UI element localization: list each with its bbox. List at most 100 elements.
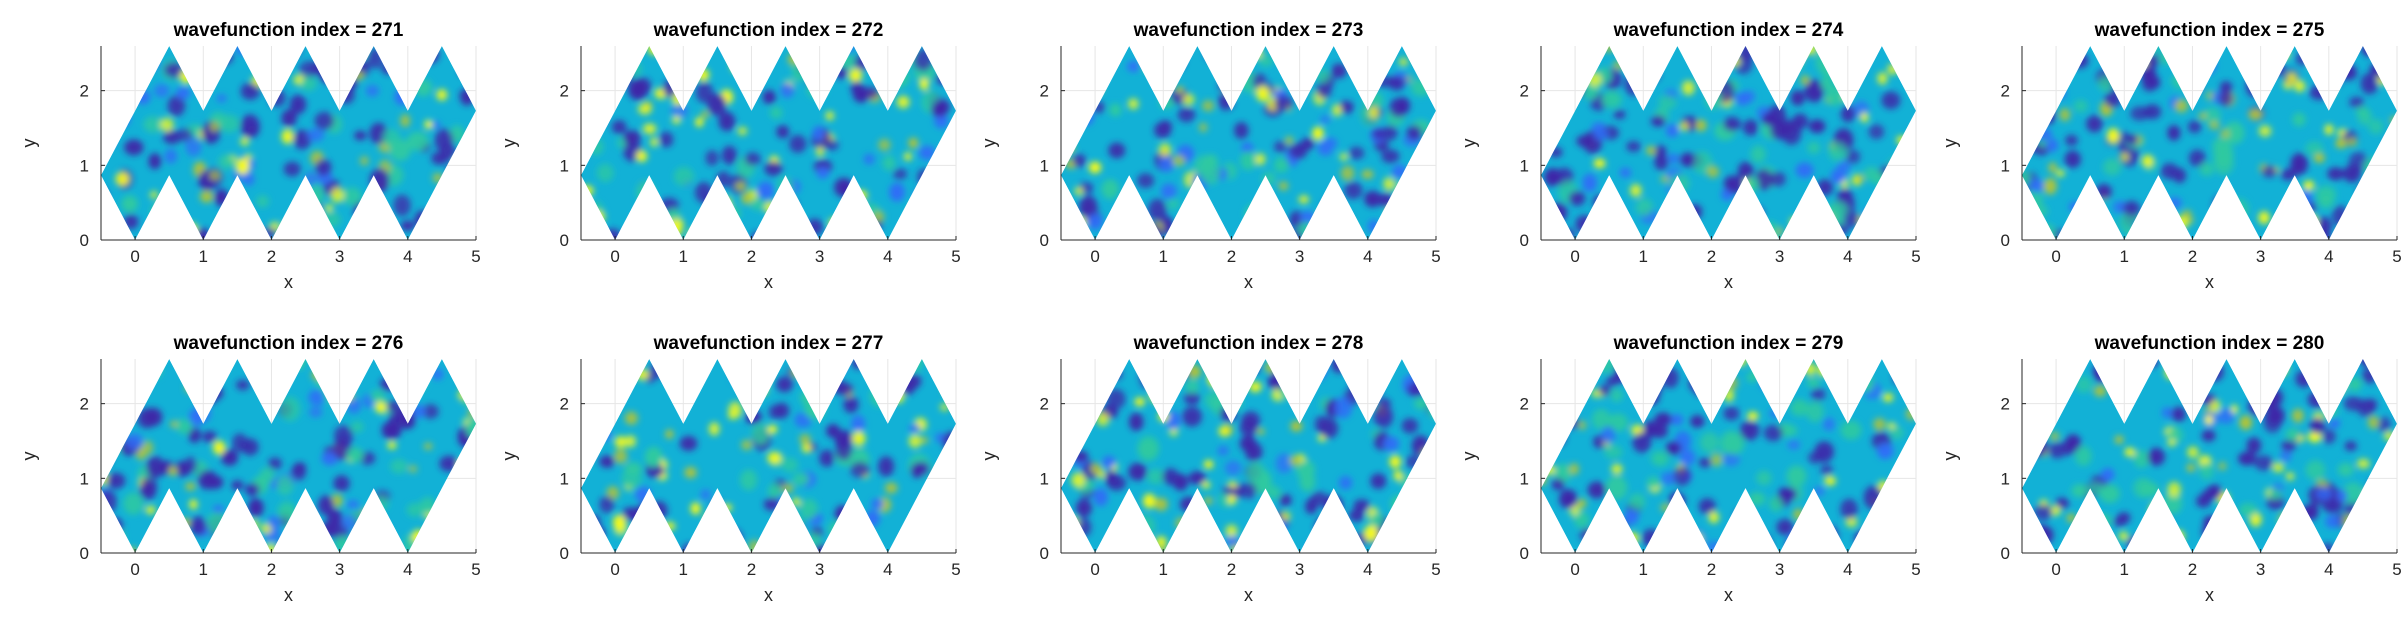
x-tick-label: 0 [130, 560, 139, 579]
x-axis-label: x [1244, 272, 1253, 292]
x-tick-label: 5 [2392, 247, 2401, 266]
x-tick-label: 1 [1159, 247, 1168, 266]
y-tick-label: 1 [1520, 156, 1529, 175]
x-tick-label: 0 [130, 247, 139, 266]
subplot-title: wavefunction index = 272 [653, 20, 884, 41]
x-tick-label: 4 [883, 247, 892, 266]
x-tick-label: 1 [679, 247, 688, 266]
y-tick-label: 2 [1040, 395, 1049, 414]
y-tick-label: 1 [2001, 469, 2010, 488]
y-axis-label: y [1459, 452, 1479, 461]
x-tick-label: 4 [883, 560, 892, 579]
y-tick-label: 1 [80, 156, 89, 175]
x-tick-label: 3 [2256, 247, 2265, 266]
wavefunction-heatmap [1061, 46, 1436, 240]
y-tick-label: 0 [1520, 544, 1529, 563]
y-tick-label: 2 [560, 82, 569, 101]
x-tick-label: 0 [1090, 247, 1099, 266]
x-tick-label: 3 [815, 560, 824, 579]
x-tick-label: 1 [2120, 560, 2129, 579]
y-axis-label: y [1940, 139, 1960, 148]
x-tick-label: 5 [1911, 560, 1920, 579]
subplot-title: wavefunction index = 274 [1613, 20, 1844, 41]
x-axis-label: x [2205, 272, 2214, 292]
y-axis-label: y [499, 139, 519, 148]
y-tick-label: 2 [1520, 82, 1529, 101]
y-axis-label: y [979, 452, 999, 461]
y-tick-label: 0 [560, 231, 569, 250]
y-tick-label: 2 [1040, 82, 1049, 101]
y-tick-label: 2 [80, 395, 89, 414]
wavefunction-heatmap [2022, 46, 2397, 240]
y-axis-label: y [19, 139, 39, 148]
x-tick-label: 1 [679, 560, 688, 579]
x-tick-label: 4 [2324, 560, 2333, 579]
x-axis-label: x [1724, 272, 1733, 292]
y-tick-label: 2 [560, 395, 569, 414]
x-tick-label: 5 [1431, 247, 1440, 266]
y-axis-label: y [1940, 452, 1960, 461]
y-tick-label: 2 [2001, 395, 2010, 414]
x-axis-label: x [1724, 585, 1733, 605]
x-axis-label: x [764, 272, 773, 292]
y-axis-label: y [1459, 139, 1479, 148]
y-tick-label: 1 [80, 469, 89, 488]
y-axis-label: y [979, 139, 999, 148]
x-axis-label: x [764, 585, 773, 605]
y-tick-label: 0 [80, 231, 89, 250]
subplot-title: wavefunction index = 279 [1613, 333, 1844, 354]
x-tick-label: 4 [1843, 560, 1852, 579]
wavefunction-heatmap [1061, 359, 1436, 553]
y-tick-label: 2 [2001, 82, 2010, 101]
x-tick-label: 4 [2324, 247, 2333, 266]
x-axis-label: x [284, 585, 293, 605]
x-tick-label: 0 [1570, 560, 1579, 579]
x-axis-label: x [2205, 585, 2214, 605]
x-tick-label: 5 [2392, 560, 2401, 579]
y-tick-label: 1 [1520, 469, 1529, 488]
subplot-title: wavefunction index = 275 [2094, 20, 2325, 41]
subplot-title: wavefunction index = 280 [2094, 333, 2325, 354]
x-tick-label: 4 [1363, 560, 1372, 579]
x-tick-label: 3 [1295, 560, 1304, 579]
x-tick-label: 1 [1639, 560, 1648, 579]
x-tick-label: 0 [2051, 247, 2060, 266]
y-tick-label: 0 [560, 544, 569, 563]
wavefunction-heatmap [1541, 46, 1916, 240]
x-tick-label: 2 [267, 247, 276, 266]
x-tick-label: 2 [1227, 247, 1236, 266]
x-tick-label: 2 [1707, 247, 1716, 266]
wavefunction-heatmap [101, 359, 476, 553]
x-tick-label: 3 [2256, 560, 2265, 579]
x-tick-label: 2 [1707, 560, 1716, 579]
x-tick-label: 0 [610, 247, 619, 266]
x-tick-label: 0 [1570, 247, 1579, 266]
x-tick-label: 5 [1911, 247, 1920, 266]
x-tick-label: 2 [2188, 247, 2197, 266]
y-tick-label: 0 [80, 544, 89, 563]
subplot-title: wavefunction index = 277 [653, 333, 884, 354]
x-tick-label: 2 [2188, 560, 2197, 579]
x-axis-label: x [1244, 585, 1253, 605]
y-tick-label: 2 [80, 82, 89, 101]
x-tick-label: 1 [1639, 247, 1648, 266]
x-tick-label: 3 [1775, 560, 1784, 579]
wavefunction-heatmap [581, 46, 956, 240]
x-axis-label: x [284, 272, 293, 292]
x-tick-label: 1 [2120, 247, 2129, 266]
x-tick-label: 4 [1363, 247, 1372, 266]
x-tick-label: 5 [471, 560, 480, 579]
y-tick-label: 2 [1520, 395, 1529, 414]
subplot-title: wavefunction index = 273 [1133, 20, 1364, 41]
y-tick-label: 1 [560, 469, 569, 488]
subplot-title: wavefunction index = 271 [173, 20, 404, 41]
x-tick-label: 0 [610, 560, 619, 579]
